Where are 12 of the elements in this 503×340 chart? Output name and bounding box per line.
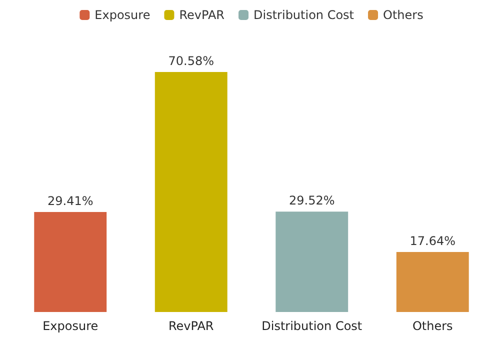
x-tick-label: Exposure <box>42 319 98 333</box>
data-label: 29.52% <box>288 194 335 208</box>
x-tick-label: Others <box>412 319 453 333</box>
x-tick-label: RevPAR <box>168 319 214 333</box>
x-tick-label: Distribution Cost <box>262 319 362 333</box>
legend-label: RevPAR <box>179 8 225 22</box>
legend-label: Exposure <box>94 8 150 22</box>
data-label: 29.41% <box>47 194 94 208</box>
legend-label: Others <box>383 8 424 22</box>
legend-label: Distribution Cost <box>254 8 354 22</box>
data-label: 17.64% <box>410 234 456 248</box>
data-label: 70.58% <box>168 54 214 68</box>
